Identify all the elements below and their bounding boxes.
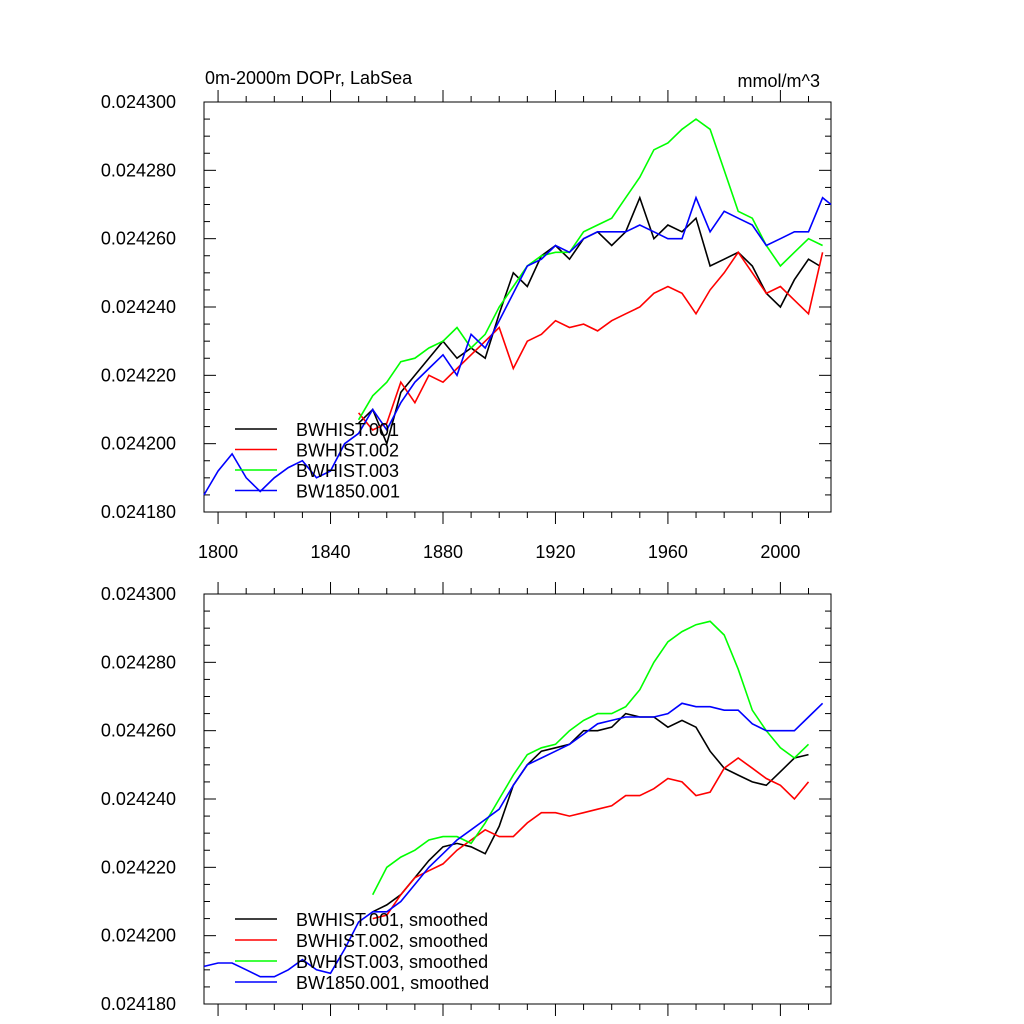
- y-tick-label: 0.024220: [101, 857, 176, 877]
- legend-label: BW1850.001, smoothed: [296, 973, 489, 993]
- top-panel: 0m-2000m DOPr, LabSea mmol/m^3 0.024180 0…: [101, 68, 832, 562]
- series-line-2: [357, 118, 823, 421]
- x-tick-label: 1880: [423, 542, 463, 562]
- y-tick-label: 0.024280: [101, 160, 176, 180]
- series-line-1: [357, 250, 824, 431]
- panel-title-left: 0m-2000m DOPr, LabSea: [205, 68, 413, 88]
- legend-label: BWHIST.001, smoothed: [296, 910, 488, 930]
- x-tick-label: 1920: [535, 542, 575, 562]
- legend-label: BWHIST.002: [296, 441, 399, 461]
- y-tick-label: 0.024260: [101, 229, 176, 249]
- series-line-0: [358, 195, 821, 447]
- legend-label: BWHIST.002, smoothed: [296, 931, 488, 951]
- legend-label: BWHIST.003, smoothed: [296, 952, 488, 972]
- x-tick-label: 1800: [198, 542, 238, 562]
- y-tick-label: 0.024240: [101, 297, 176, 317]
- x-tick-label: 2000: [760, 542, 800, 562]
- x-tick-label: 1840: [311, 542, 351, 562]
- panel-units-label: mmol/m^3: [738, 71, 820, 91]
- y-tick-label: 0.024180: [101, 502, 176, 522]
- x-tick-label: 1960: [648, 542, 688, 562]
- y-tick-label: 0.024280: [101, 652, 176, 672]
- legend-label: BW1850.001: [296, 482, 400, 502]
- y-tick-label: 0.024180: [101, 994, 176, 1014]
- bottom-panel: 0.024180 0.024200 0.024220 0.024240 0.024260…: [101, 582, 832, 1016]
- series-line-2: [371, 620, 810, 896]
- y-tick-label: 0.024240: [101, 789, 176, 809]
- legend-label: BWHIST.001: [296, 420, 399, 440]
- y-tick-label: 0.024200: [101, 926, 176, 946]
- y-tick-label: 0.024260: [101, 721, 176, 741]
- legend-label: BWHIST.003: [296, 461, 399, 481]
- series-line-0: [372, 712, 809, 913]
- y-tick-label: 0.024300: [101, 584, 176, 604]
- series-line-1: [372, 757, 810, 920]
- series-line-3: [203, 195, 832, 496]
- y-tick-label: 0.024300: [101, 92, 176, 112]
- y-tick-label: 0.024200: [101, 434, 176, 454]
- series-line-3: [203, 702, 824, 978]
- y-tick-label: 0.024220: [101, 365, 176, 385]
